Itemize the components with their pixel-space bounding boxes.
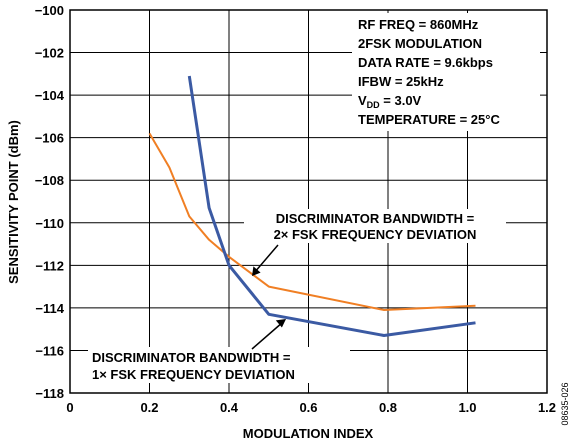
condition-data-rate: DATA RATE = 9.6kbps bbox=[358, 55, 493, 70]
annotation-1x-deviation: DISCRIMINATOR BANDWIDTH = 1× FSK FREQUEN… bbox=[88, 319, 350, 383]
y-tick-label: −114 bbox=[35, 301, 64, 316]
y-tick-label: −110 bbox=[35, 216, 64, 231]
annotation-1x-pointer bbox=[251, 321, 284, 350]
annotation-2x-line2: 2× FSK FREQUENCY DEVIATION bbox=[274, 227, 477, 242]
series-line-2x-deviation bbox=[148, 132, 476, 311]
y-tick-label: −116 bbox=[35, 343, 64, 358]
condition-vdd: VDD = 3.0V bbox=[358, 93, 422, 110]
y-axis-title: SENSITIVITY POINT (dBm) bbox=[6, 120, 21, 284]
y-tick-label: −118 bbox=[35, 386, 64, 401]
y-tick-label: −106 bbox=[35, 131, 64, 146]
x-tick-labels: 0 0.2 0.4 0.6 0.8 1.0 1.2 bbox=[66, 400, 556, 415]
annotation-2x-deviation: DISCRIMINATOR BANDWIDTH = 2× FSK FREQUEN… bbox=[244, 209, 506, 276]
x-tick-label: 1.2 bbox=[538, 400, 556, 415]
annotation-1x-line1: DISCRIMINATOR BANDWIDTH = bbox=[92, 350, 291, 365]
conditions-background bbox=[352, 13, 540, 131]
y-tick-label: −102 bbox=[35, 46, 64, 61]
condition-temperature: TEMPERATURE = 25°C bbox=[358, 112, 500, 127]
x-axis-title: MODULATION INDEX bbox=[243, 426, 374, 441]
x-tick-label: 0.4 bbox=[220, 400, 239, 415]
x-tick-label: 0.6 bbox=[299, 400, 317, 415]
annotation-1x-arrowhead bbox=[275, 319, 286, 328]
annotation-2x-arrowhead bbox=[252, 266, 261, 276]
annotation-1x-background bbox=[88, 347, 350, 383]
annotation-2x-background bbox=[244, 209, 506, 243]
figure-id: 08635-026 bbox=[560, 382, 570, 425]
x-tick-label: 0 bbox=[66, 400, 73, 415]
condition-modulation: 2FSK MODULATION bbox=[358, 36, 482, 51]
annotation-2x-line1: DISCRIMINATOR BANDWIDTH = bbox=[276, 211, 475, 226]
y-tick-label: −112 bbox=[35, 258, 64, 273]
x-tick-label: 0.2 bbox=[140, 400, 158, 415]
condition-vdd-prefix: V bbox=[358, 93, 367, 108]
y-tick-label: −100 bbox=[35, 3, 64, 18]
condition-ifbw: IFBW = 25kHz bbox=[358, 74, 444, 89]
y-tick-label: −108 bbox=[35, 173, 64, 188]
conditions-legend: RF FREQ = 860MHz 2FSK MODULATION DATA RA… bbox=[352, 13, 540, 131]
condition-vdd-subscript: DD bbox=[367, 100, 380, 110]
y-tick-labels: −100 −102 −104 −106 −108 −110 −112 −114 −116 −118 bbox=[35, 3, 65, 401]
annotation-1x-line2: 1× FSK FREQUENCY DEVIATION bbox=[92, 367, 295, 382]
series-line-1x-deviation bbox=[187, 75, 476, 337]
annotation-2x-pointer bbox=[253, 244, 279, 274]
plot-frame bbox=[69, 9, 548, 394]
y-tick-label: −104 bbox=[35, 88, 65, 103]
condition-vdd-value: = 3.0V bbox=[380, 93, 422, 108]
series-lines bbox=[148, 75, 476, 337]
x-tick-label: 1.0 bbox=[458, 400, 476, 415]
condition-rf-freq: RF FREQ = 860MHz bbox=[358, 17, 479, 32]
x-tick-label: 0.8 bbox=[379, 400, 397, 415]
